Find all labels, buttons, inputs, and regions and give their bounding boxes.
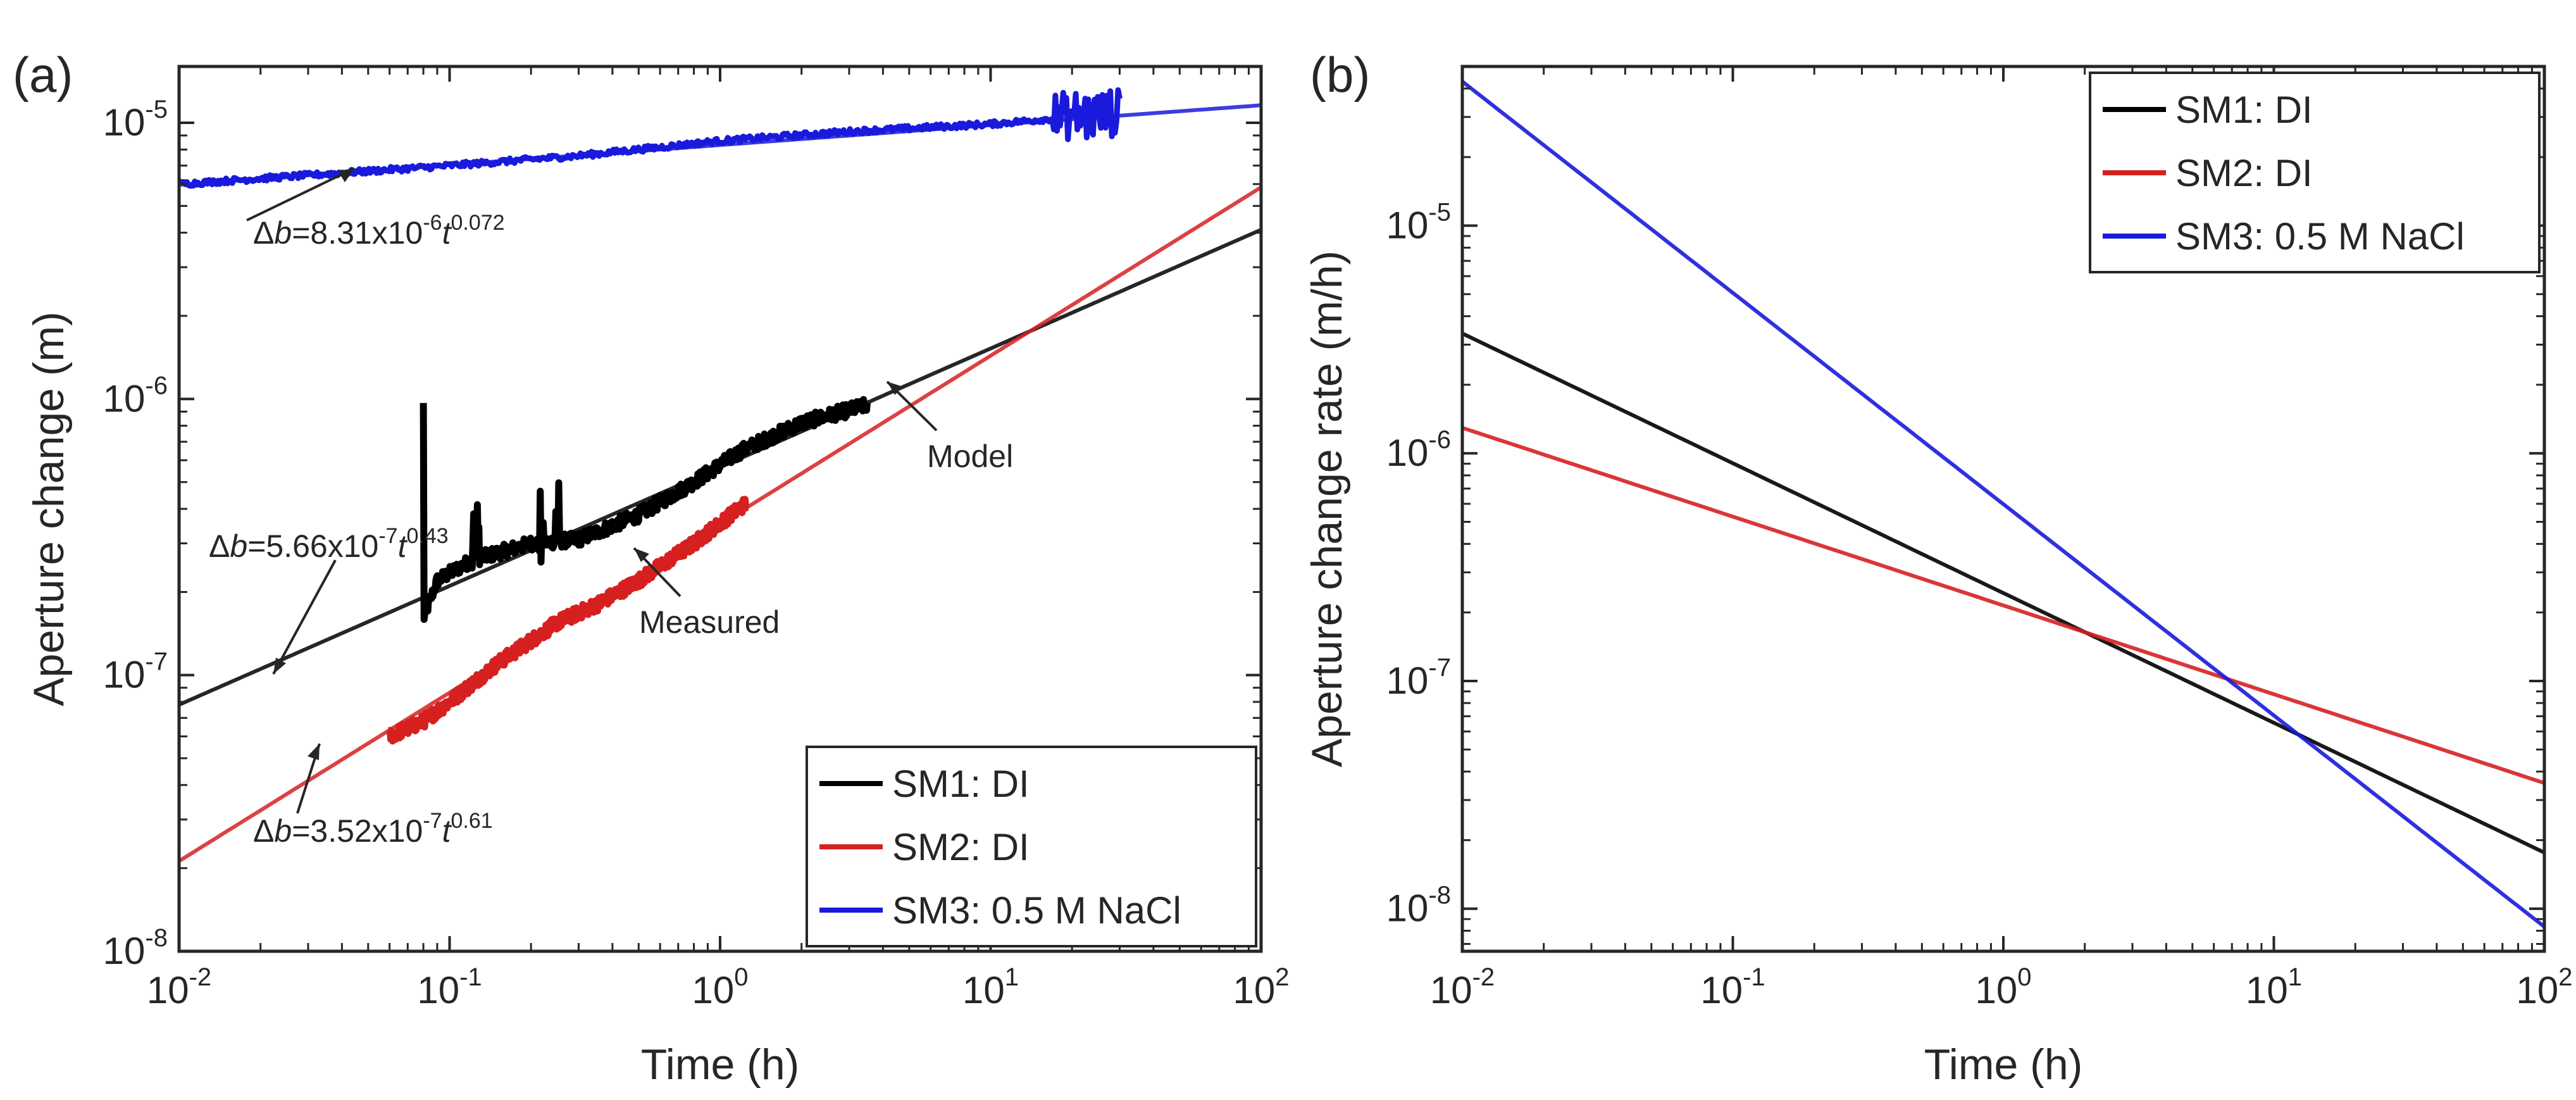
- sm2-equation: Δb=3.52x10-7t0.61: [253, 743, 493, 849]
- y-tick-label: 10-8: [1386, 882, 1451, 930]
- x-tick-label: 10-2: [147, 963, 211, 1011]
- model-annotation: Model: [886, 380, 1013, 474]
- svg-text:Δb=8.31x10-6t0.072: Δb=8.31x10-6t0.072: [253, 211, 505, 251]
- svg-text:Δb=3.52x10-7t0.61: Δb=3.52x10-7t0.61: [253, 809, 493, 849]
- panel-b-legend: SM1: DI SM2: DI SM3: 0.5 M NaCl: [2089, 72, 2541, 273]
- panel-a-legend-box: [806, 746, 1257, 947]
- svg-text:Δb=5.66x10-7t0.43: Δb=5.66x10-7t0.43: [209, 524, 449, 564]
- y-tick-label: 10-7: [1386, 654, 1451, 702]
- panel-b-x-axis-label: Time (h): [1924, 1041, 2083, 1089]
- panel-b: (b) 10-2 10-1 100 101 102 10-8 10-7 10-6 10-5 T…: [1303, 47, 2573, 1089]
- panel-b-y-axis-label: Aperture change rate (m/h): [1303, 251, 1351, 767]
- y-tick-label: 10-6: [1386, 426, 1451, 474]
- x-tick-label: 10-2: [1430, 963, 1495, 1011]
- panel-a-annotations: Δb=8.31x10-6t0.072 Δb=5.66x10-7t0.43 Δb=…: [209, 167, 1013, 849]
- sm3-equation: Δb=8.31x10-6t0.072: [246, 167, 505, 251]
- x-tick-label: 10-1: [1700, 963, 1765, 1011]
- legend-a-label-sm2: SM2: DI: [892, 826, 1030, 868]
- x-tick-label: 100: [692, 963, 749, 1011]
- y-tick-label: 10-5: [103, 96, 168, 144]
- panel-a-x-tick-labels: 10-2 10-1 100 101 102: [147, 963, 1290, 1011]
- legend-b-label-sm1: SM1: DI: [2175, 89, 2313, 131]
- panel-a-series: [179, 87, 1261, 863]
- legend-a-label-sm3: SM3: 0.5 M NaCl: [892, 889, 1181, 932]
- panel-a-y-axis-label: Aperture change (m): [25, 311, 73, 706]
- measured-annotation: Measured: [633, 547, 780, 640]
- panel-a: (a) 10-2 10-1 100 101 102 10-8 10-7 10-6 10-5 T…: [13, 47, 1290, 1089]
- x-tick-label: 102: [1233, 963, 1290, 1011]
- panel-a-ticks: [178, 66, 1262, 953]
- svg-text:Measured: Measured: [639, 604, 780, 640]
- legend-b-label-sm2: SM2: DI: [2175, 152, 2313, 194]
- panel-b-series: [1462, 80, 2544, 928]
- x-tick-label: 101: [2246, 963, 2302, 1011]
- rate-line-3: [1462, 80, 2544, 928]
- panel-a-x-axis-label: Time (h): [641, 1041, 800, 1089]
- panel-a-legend: SM1: DI SM2: DI SM3: 0.5 M NaCl: [806, 746, 1257, 947]
- rate-line-2: [1462, 426, 2544, 785]
- panel-a-label: (a): [13, 47, 73, 103]
- y-tick-label: 10-7: [103, 648, 168, 696]
- rate-line-1: [1462, 332, 2544, 854]
- measured-line-1: [420, 396, 871, 623]
- sm1-equation: Δb=5.66x10-7t0.43: [209, 524, 449, 675]
- y-tick-label: 10-8: [103, 924, 168, 972]
- y-tick-label: 10-6: [103, 372, 168, 420]
- measured-line-2: [387, 496, 749, 745]
- y-tick-label: 10-5: [1386, 198, 1451, 246]
- panel-b-x-tick-labels: 10-2 10-1 100 101 102: [1430, 963, 2573, 1011]
- legend-a-label-sm1: SM1: DI: [892, 763, 1030, 805]
- x-tick-label: 102: [2517, 963, 2573, 1011]
- panel-b-y-tick-labels: 10-8 10-7 10-6 10-5: [1386, 198, 1451, 929]
- measured-line-3: [179, 87, 1123, 189]
- svg-text:Model: Model: [927, 439, 1013, 474]
- panel-a-y-tick-labels: 10-8 10-7 10-6 10-5: [103, 96, 168, 972]
- panel-b-label: (b): [1310, 47, 1370, 103]
- x-tick-label: 101: [962, 963, 1019, 1011]
- x-tick-label: 100: [1976, 963, 2032, 1011]
- legend-b-label-sm3: SM3: 0.5 M NaCl: [2175, 215, 2465, 258]
- x-tick-label: 10-1: [417, 963, 482, 1011]
